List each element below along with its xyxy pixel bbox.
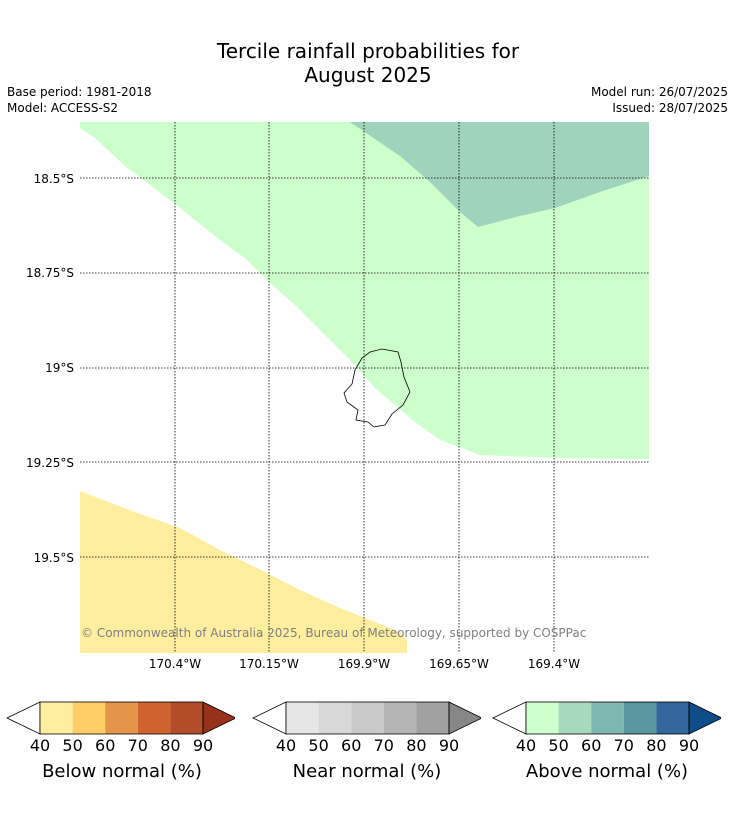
colorbar-tick-label: 80: [646, 736, 667, 755]
lon-label-170-4: 170.4°W: [148, 657, 202, 671]
lon-label-170-15: 170.15°W: [239, 657, 299, 671]
colorbar-tick-label: 80: [160, 736, 181, 755]
colorbar-tick-label: 60: [581, 736, 602, 755]
model-run-text: Model run: 26/07/2025: [590, 85, 728, 99]
colorbar-tick-label: 60: [341, 736, 362, 755]
colorbar-tick-label: 80: [406, 736, 427, 755]
colorbar-frame: [525, 701, 690, 735]
colorbar-tick-label: 70: [613, 736, 634, 755]
colorbar-tick-label: 50: [62, 736, 83, 755]
colorbar-frame: [285, 701, 450, 735]
lat-label-18-75: 18.75°S: [26, 266, 74, 280]
copyright-notice: © Commonwealth of Australia 2025, Bureau…: [81, 626, 587, 640]
lat-label-18-5: 18.5°S: [33, 172, 74, 186]
colorbar-swatch: [351, 702, 384, 734]
colorbar-swatch: [526, 702, 559, 734]
colorbar-swatch: [623, 702, 657, 734]
colorbar-tick-label: 50: [308, 736, 329, 755]
map-title-line-2: August 2025: [304, 63, 432, 87]
lon-label-169-4: 169.4°W: [527, 657, 581, 671]
issued-text: Issued: 28/07/2025: [612, 101, 728, 115]
colorbar-swatch: [558, 702, 592, 734]
colorbar-swatch: [383, 702, 417, 734]
colorbar-tick-label: 70: [373, 736, 394, 755]
colorbar-extend-low: [252, 701, 287, 735]
below-normal-label: Below normal (%): [42, 761, 202, 782]
colorbar-extend-high: [448, 701, 481, 735]
near-normal-label: Near normal (%): [292, 761, 442, 782]
above-normal-colorbar: [492, 701, 721, 735]
colorbar-swatch: [40, 702, 73, 734]
colorbar-tick-label: 90: [438, 736, 460, 755]
graticule: [80, 122, 649, 653]
colorbar-frame: [39, 701, 204, 735]
colorbar-tick-label: 90: [192, 736, 214, 755]
lat-label-19-25: 19.25°S: [26, 456, 74, 470]
colorbar-swatch: [656, 702, 689, 734]
lat-label-19: 19°S: [45, 361, 74, 375]
colorbar-extend-low: [6, 701, 41, 735]
below-normal-40-50-region: [80, 491, 407, 653]
colorbar-tick-label: 70: [127, 736, 148, 755]
colorbar-swatch: [286, 702, 319, 734]
map-panel: [80, 122, 649, 653]
colorbar-tick-label: 40: [29, 736, 51, 755]
colorbar-extend-low: [492, 701, 527, 735]
colorbar-swatch: [137, 702, 171, 734]
lat-label-19-5: 19.5°S: [33, 551, 74, 565]
above-normal-label: Above normal (%): [525, 761, 689, 782]
near-normal-colorbar: [252, 701, 481, 735]
colorbar-tick-label: 90: [678, 736, 700, 755]
colorbar-extend-high: [202, 701, 235, 735]
colorbar-extend-high: [688, 701, 721, 735]
colorbar-swatch: [318, 702, 352, 734]
lon-label-169-65: 169.65°W: [429, 657, 489, 671]
colorbar-tick-label: 50: [548, 736, 569, 755]
colorbar-swatch: [105, 702, 138, 734]
colorbar-swatch: [416, 702, 449, 734]
colorbar-tick-label: 40: [515, 736, 537, 755]
colorbar-swatch: [170, 702, 203, 734]
colorbar-swatch: [72, 702, 106, 734]
lon-label-169-9: 169.9°W: [337, 657, 391, 671]
colorbar-swatch: [591, 702, 624, 734]
island-coastline: [343, 348, 411, 428]
below-normal-colorbar: [6, 701, 235, 735]
model-text: Model: ACCESS-S2: [7, 101, 119, 115]
map-title-line-1: Tercile rainfall probabilities for: [216, 39, 520, 63]
colorbar-tick-label: 60: [95, 736, 116, 755]
colorbar-tick-label: 40: [275, 736, 297, 755]
base-period-text: Base period: 1981-2018: [7, 85, 152, 99]
above-normal-50-60-region: [350, 122, 649, 227]
